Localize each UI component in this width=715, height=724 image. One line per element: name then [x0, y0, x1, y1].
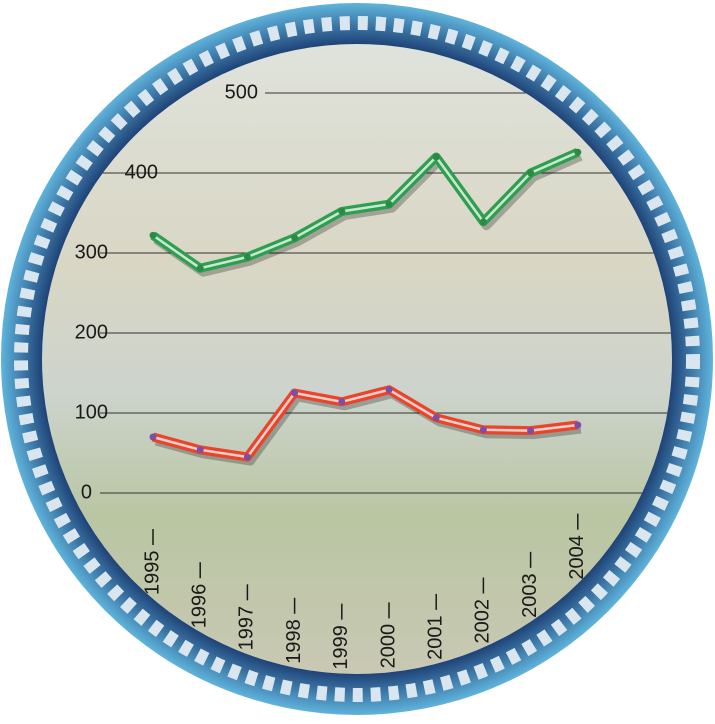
line-highlight [152, 151, 579, 270]
x-tick-label: 1996 [188, 584, 210, 629]
point [149, 433, 157, 441]
point [432, 153, 440, 161]
point [574, 148, 582, 156]
plot-background [42, 44, 672, 674]
y-tick-label: 400 [125, 161, 158, 183]
point [149, 231, 157, 239]
x-tick-label: 1995 [141, 551, 163, 596]
point [527, 169, 535, 177]
y-tick-label: 200 [75, 321, 108, 343]
point [291, 234, 299, 242]
point [196, 446, 204, 454]
x-tick-label: 1997 [236, 606, 258, 651]
point [479, 218, 487, 226]
point [479, 426, 487, 434]
x-tick-label: 2003 [519, 573, 541, 618]
x-tick-label: 1999 [330, 625, 352, 670]
x-tick-label: 2002 [472, 599, 494, 644]
frame-pattern [14, 16, 700, 702]
y-tick-label: 0 [81, 481, 92, 503]
point [338, 207, 346, 215]
point [574, 421, 582, 429]
point [243, 253, 251, 261]
point [338, 398, 346, 406]
line-highlight [152, 388, 578, 459]
point [243, 453, 251, 461]
y-tick-label: 300 [75, 241, 108, 263]
point [385, 386, 393, 394]
x-tick-label: 1998 [283, 619, 305, 664]
point [385, 200, 393, 208]
x-tick-label: 2000 [377, 624, 399, 669]
y-tick-label: 100 [75, 401, 108, 423]
point [196, 264, 204, 272]
point [432, 414, 440, 422]
point [527, 427, 535, 435]
x-tick-label: 2001 [424, 615, 446, 660]
y-tick-label: 500 [225, 81, 258, 103]
x-tick-label: 2004 [566, 535, 588, 580]
point [291, 389, 299, 397]
